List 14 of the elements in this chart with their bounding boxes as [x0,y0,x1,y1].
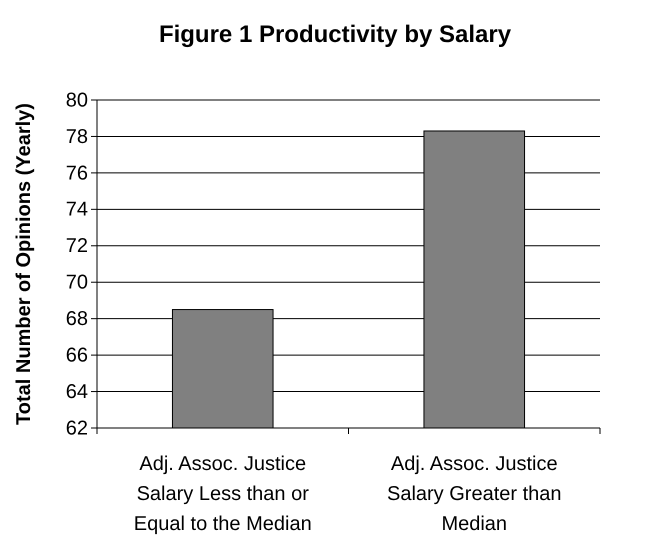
y-tick-label: 80 [66,89,88,112]
y-tick-label: 74 [66,198,88,221]
y-tick-label: 70 [66,272,88,294]
y-tick-label: 64 [66,380,88,403]
x-tick-label: Adj. Assoc. Justice Salary Greater than Median [386,453,562,535]
x-tick-label: Adj. Assoc. Justice Salary Less than or Equal to the Median [134,453,312,535]
y-tick-label: 76 [66,162,88,184]
y-axis-title: Total Number of Opinions (Yearly) [13,103,35,425]
y-tick-label: 72 [66,235,88,258]
y-tick-label: 66 [66,344,88,367]
chart-title: Figure 1 Productivity by Salary [158,21,512,48]
y-tick-label: 62 [66,417,88,440]
y-tick-label: 68 [66,308,88,330]
y-tick-label: 78 [66,126,88,148]
